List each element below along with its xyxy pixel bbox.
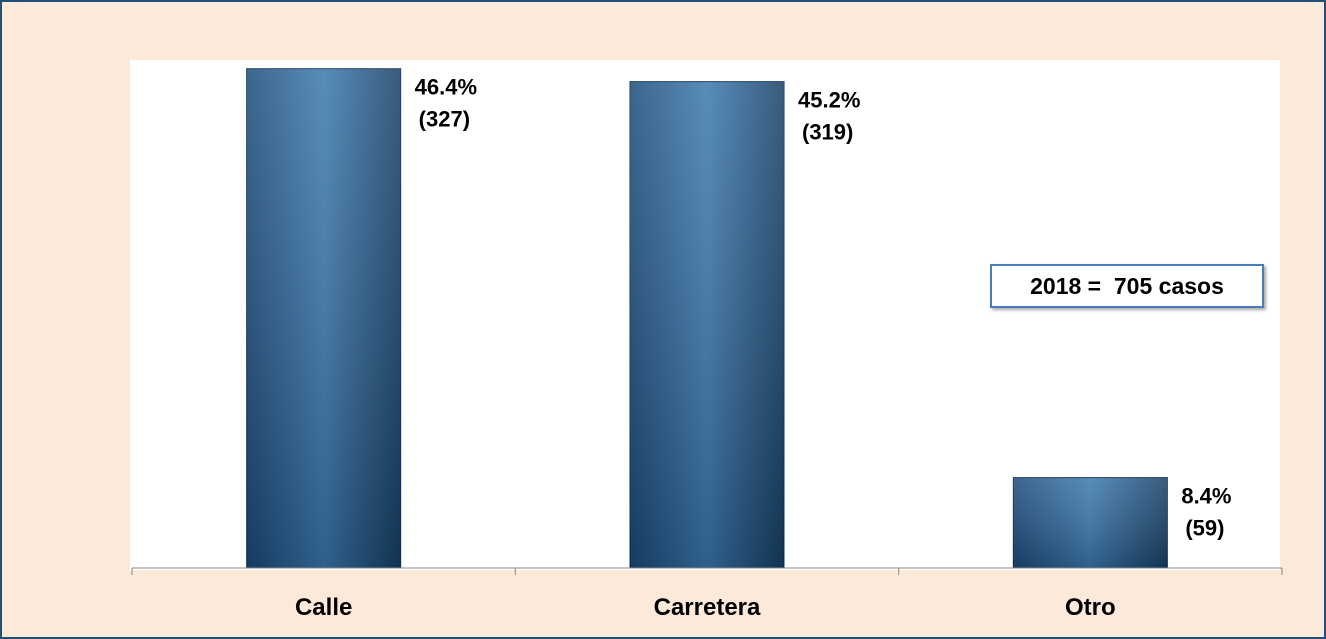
data-label-percent: 45.2% [798,88,860,113]
bar-shade [246,68,401,569]
data-label-percent: 8.4% [1181,484,1231,509]
bar-carretera [629,81,785,569]
data-label-count: (319) [802,120,853,145]
data-label-count: (59) [1185,516,1224,541]
bar-otro [1012,477,1168,569]
x-tick-label: Carretera [654,594,761,621]
x-tick-label: Calle [295,594,352,621]
data-label-count: (327) [419,107,470,132]
x-tick-label: Otro [1065,594,1116,621]
total-cases-annotation: 2018 = 705 casos [990,264,1264,308]
bar-shade [630,81,784,568]
data-label-percent: 46.4% [415,75,477,100]
bar-shade [1013,477,1168,568]
bar-calle [246,68,402,569]
